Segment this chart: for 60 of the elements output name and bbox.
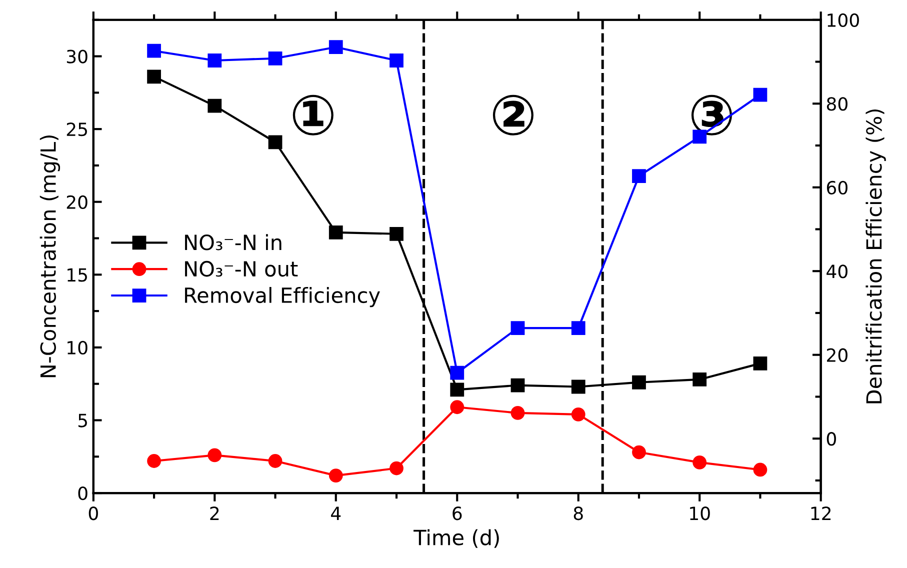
x-tick-label: 2 bbox=[210, 506, 219, 520]
point bbox=[571, 321, 586, 335]
y-tick-label: 15 bbox=[68, 268, 87, 282]
point bbox=[208, 54, 222, 68]
x-tick-label: 0 bbox=[88, 506, 98, 520]
y-tick-label: 0 bbox=[78, 486, 88, 500]
point bbox=[450, 366, 464, 380]
y2-tick-label: 40 bbox=[826, 264, 848, 278]
point bbox=[510, 321, 525, 335]
x-tick-label: 6 bbox=[452, 506, 462, 520]
point bbox=[147, 70, 161, 84]
legend-label: Removal Efficiency bbox=[185, 286, 380, 308]
point bbox=[328, 468, 343, 482]
point bbox=[390, 226, 404, 241]
point bbox=[753, 88, 768, 102]
point bbox=[450, 400, 464, 414]
point bbox=[208, 448, 222, 462]
x-tick-label: 4 bbox=[331, 506, 341, 520]
legend-label: NO₃⁻-N in bbox=[185, 234, 282, 250]
point bbox=[571, 407, 586, 422]
point bbox=[692, 372, 707, 386]
y2-tick-label: 0 bbox=[826, 432, 836, 446]
point bbox=[692, 456, 707, 470]
point bbox=[632, 169, 646, 184]
y-tick-label: 10 bbox=[68, 340, 88, 355]
point bbox=[753, 462, 768, 477]
point bbox=[147, 44, 161, 58]
point bbox=[268, 51, 282, 66]
point bbox=[510, 378, 525, 392]
y-tick-label: 30 bbox=[66, 50, 88, 64]
x-tick-label: 8 bbox=[574, 506, 583, 520]
point bbox=[390, 461, 404, 476]
point bbox=[632, 445, 646, 460]
annotation: ① bbox=[292, 94, 334, 136]
point bbox=[632, 375, 646, 390]
y2-tick-label: 80 bbox=[826, 97, 848, 111]
annotation: ② bbox=[492, 94, 534, 136]
y2-tick-label: 100 bbox=[828, 13, 859, 27]
y2-axis-title: Denitrification Efficiency (%) bbox=[866, 109, 886, 404]
point bbox=[450, 382, 464, 397]
point bbox=[268, 135, 282, 150]
point bbox=[753, 356, 768, 370]
legend-label: NO₃⁻-N out bbox=[185, 260, 298, 277]
point bbox=[208, 98, 222, 113]
y-tick-label: 25 bbox=[66, 122, 87, 136]
point bbox=[147, 454, 161, 468]
x-tick-label: 10 bbox=[690, 506, 710, 520]
point bbox=[328, 40, 343, 54]
x-tick-label: 12 bbox=[811, 506, 831, 520]
y-tick-label: 20 bbox=[66, 195, 88, 209]
x-axis-title: Time (d) bbox=[414, 529, 499, 548]
point bbox=[571, 380, 586, 394]
y-axis-title: N-Concentration (mg/L) bbox=[40, 135, 60, 378]
y2-tick-label: 60 bbox=[826, 180, 848, 194]
point bbox=[510, 406, 525, 420]
point bbox=[390, 54, 404, 68]
point bbox=[268, 454, 282, 468]
y2-tick-label: 20 bbox=[827, 348, 848, 362]
point bbox=[328, 225, 343, 240]
y-tick-label: 5 bbox=[78, 414, 87, 428]
